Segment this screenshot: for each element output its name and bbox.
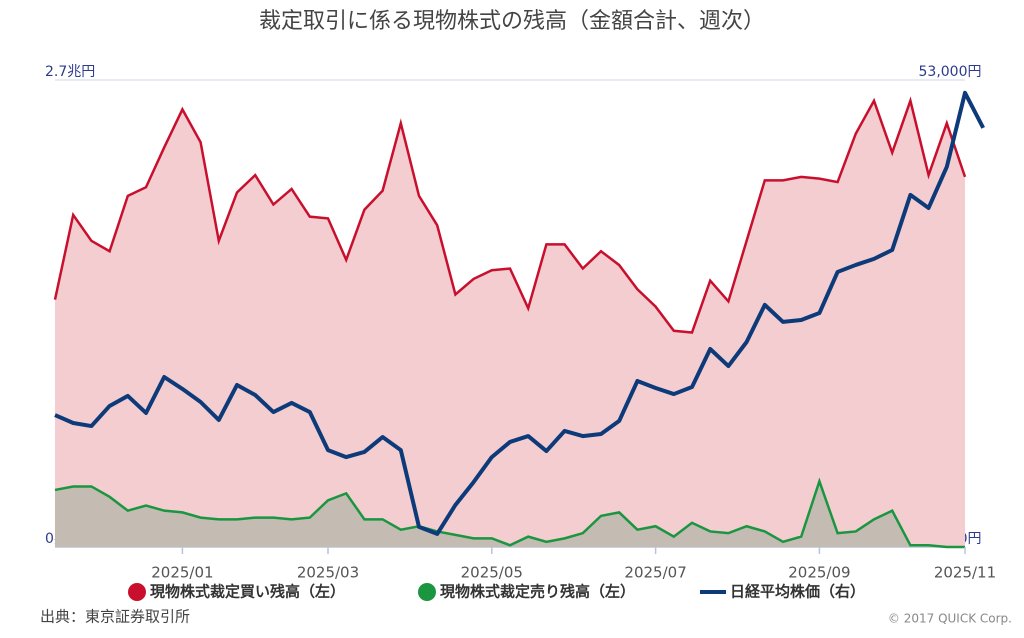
x-tick-label: 2025/01 xyxy=(151,564,213,582)
source: 出典：東京証券取引所 xyxy=(40,608,190,626)
legend-swatch xyxy=(128,583,146,601)
area-line xyxy=(53,96,967,334)
legend-label: 現物株式裁定売り残高（左） xyxy=(440,583,635,601)
legend-label: 現物株式裁定買い残高（左） xyxy=(150,583,345,601)
chart-title: 裁定取引に係る現物株式の残高（金額合計、週次） xyxy=(259,9,765,34)
y-tick-label: 2.7兆円 xyxy=(45,64,95,80)
x-tick-label: 2025/07 xyxy=(624,564,686,582)
x-tick-label: 2025/09 xyxy=(788,564,850,582)
copyright: © 2017 QUICK Corp. xyxy=(888,612,1012,626)
y2-tick-label: 53,000円 xyxy=(919,64,982,80)
x-tick-label: 2025/05 xyxy=(461,564,523,582)
line xyxy=(54,90,985,536)
legend-label: 日経平均株価（右） xyxy=(730,583,865,601)
area xyxy=(55,100,965,547)
x-tick-label: 2025/03 xyxy=(297,564,359,582)
x-tick-label: 2025/11 xyxy=(934,564,996,582)
legend-swatch xyxy=(418,583,436,601)
area-line xyxy=(54,477,965,549)
